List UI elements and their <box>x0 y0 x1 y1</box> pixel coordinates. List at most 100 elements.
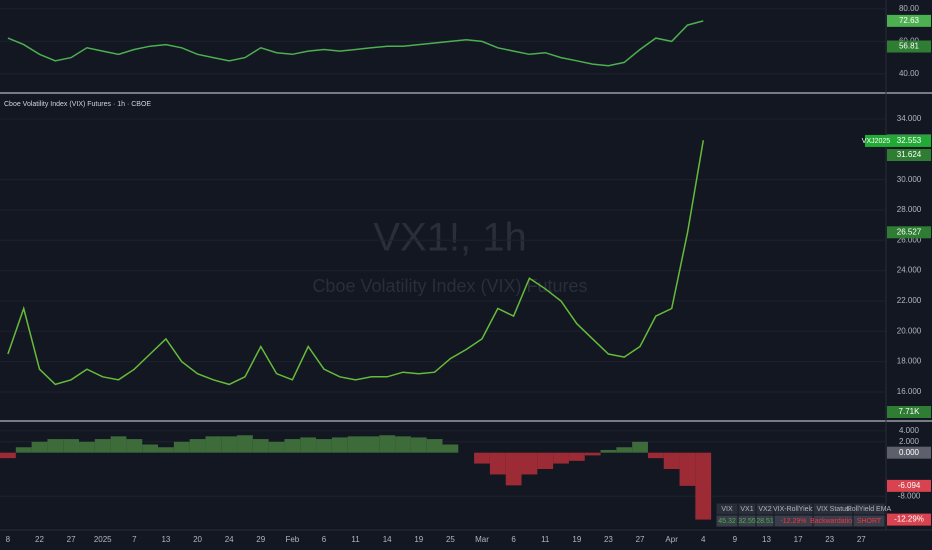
bar <box>331 437 348 453</box>
bar <box>395 436 411 453</box>
x-tick-label: 17 <box>794 535 803 544</box>
y-tick-label: 24.000 <box>897 266 922 275</box>
x-tick-label: 19 <box>572 535 581 544</box>
x-tick-label: 14 <box>383 535 392 544</box>
table-cell-text: 32.55 <box>738 518 756 525</box>
bar <box>489 452 506 475</box>
price-badge-label: 26.527 <box>897 227 922 236</box>
price-badge <box>887 446 931 459</box>
bar <box>63 439 80 453</box>
x-tick-label: 27 <box>857 535 866 544</box>
x-tick-label: 11 <box>541 535 550 544</box>
y-tick-label: 34.000 <box>897 114 922 123</box>
watermark: VX1!, 1h <box>373 216 526 260</box>
x-tick-label: 6 <box>322 535 327 544</box>
x-tick-label: 13 <box>762 535 771 544</box>
symbol-title: Cboe Volatility Index (VIX) Futures · 1h… <box>4 101 151 108</box>
table-cell-text: -12.29% <box>780 518 806 525</box>
price-badge <box>887 513 931 526</box>
price-badge <box>887 14 931 27</box>
y-tick-label: 80.00 <box>899 4 920 13</box>
x-tick-label: Apr <box>665 535 678 544</box>
bar <box>110 436 127 453</box>
y-tick-label: 16.000 <box>897 387 922 396</box>
x-tick-label: 23 <box>604 535 613 544</box>
bar <box>584 452 601 456</box>
x-tick-label: 2025 <box>94 535 112 544</box>
x-tick-label: 23 <box>825 535 834 544</box>
table-cell <box>852 514 886 528</box>
bar <box>521 452 538 475</box>
table-cell-text: 28.51 <box>756 518 774 525</box>
table-header-text: VX2 <box>758 506 771 513</box>
x-tick-label: 19 <box>414 535 423 544</box>
y-tick-label: -8.000 <box>898 491 921 500</box>
bar <box>474 452 490 464</box>
bar <box>31 441 48 453</box>
price-badge-label: 72.63 <box>899 16 920 25</box>
bar <box>0 452 16 459</box>
price-badge <box>887 479 931 492</box>
y-tick-label: 2.000 <box>899 437 920 446</box>
x-tick-label: Mar <box>475 535 489 544</box>
bar <box>237 435 253 453</box>
price-badge-label: 31.624 <box>897 150 922 159</box>
bar <box>252 439 269 453</box>
bar <box>347 436 364 453</box>
bar <box>284 439 301 453</box>
x-tick-label: 6 <box>511 535 516 544</box>
bar <box>79 441 95 453</box>
x-tick-label: 27 <box>67 535 76 544</box>
bar <box>410 437 427 453</box>
series-line <box>7 140 705 386</box>
x-tick-label: 20 <box>193 535 202 544</box>
price-badge <box>887 226 931 239</box>
price-badge-label: -12.29% <box>894 515 924 524</box>
bar <box>553 452 569 464</box>
bar <box>300 437 317 453</box>
x-tick-label: 4 <box>701 535 706 544</box>
x-tick-label: 8 <box>6 535 11 544</box>
bar <box>568 452 585 461</box>
table-cell-text: 45.32 <box>718 518 736 525</box>
bar <box>268 441 285 453</box>
y-tick-label: 28.000 <box>897 205 922 214</box>
y-tick-label: 20.000 <box>897 326 922 335</box>
table-header-text: VIX-RollYield <box>773 506 814 513</box>
price-badge <box>887 40 931 53</box>
y-tick-label: 18.000 <box>897 357 922 366</box>
x-tick-label: 27 <box>636 535 645 544</box>
bar <box>94 439 111 453</box>
price-badge <box>887 149 931 162</box>
x-tick-label: 25 <box>446 535 455 544</box>
contract-badge <box>865 134 887 147</box>
price-badge-label: 0.000 <box>899 448 920 457</box>
y-tick-label: 26.000 <box>897 235 922 244</box>
table-cell-text: Backwardation <box>810 518 856 525</box>
bar <box>363 436 380 453</box>
volume-badge <box>887 406 931 418</box>
table-header-text: VX1 <box>740 506 753 513</box>
bar <box>600 449 617 453</box>
bar <box>158 447 174 453</box>
bar <box>537 452 554 470</box>
table-cell-text: SHORT <box>857 518 882 525</box>
bar <box>205 436 222 453</box>
bar <box>15 447 32 453</box>
bar <box>142 444 159 453</box>
x-tick-label: 29 <box>256 535 265 544</box>
bar <box>632 441 648 453</box>
bar <box>616 447 633 453</box>
y-tick-label: 22.000 <box>897 296 922 305</box>
x-tick-label: Feb <box>285 535 299 544</box>
x-tick-label: 24 <box>225 535 234 544</box>
bar <box>173 441 190 453</box>
bar <box>426 439 443 453</box>
series-line <box>7 20 704 67</box>
x-tick-label: 9 <box>733 535 738 544</box>
volume-label: 7.71K <box>899 407 921 416</box>
bar <box>663 452 680 470</box>
